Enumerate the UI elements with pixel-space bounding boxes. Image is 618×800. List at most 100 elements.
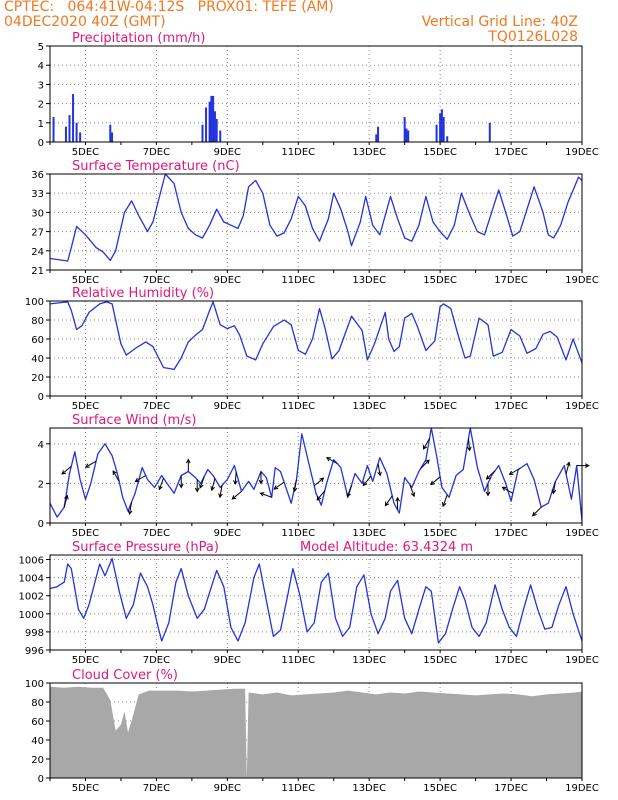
precipitation-bar: [79, 132, 82, 142]
cloud-ytick-label: 0: [38, 774, 44, 785]
wind-ytick-label: 0: [38, 519, 44, 530]
precipitation-xtick-label: 17DEC: [494, 147, 528, 158]
wind-arrow: [199, 476, 205, 488]
temperature-ytick-label: 27: [31, 228, 44, 239]
cloud-ytick-label: 60: [31, 717, 44, 728]
wind-xtick-label: 13DEC: [352, 528, 386, 539]
wind-arrow-head: [199, 483, 204, 489]
humidity-xtick-label: 11DEC: [281, 401, 315, 412]
wind-arrow: [552, 481, 556, 494]
precipitation-ytick-label: 0: [38, 138, 44, 149]
precipitation-bar: [64, 126, 67, 142]
wind-arrow-head: [531, 511, 537, 517]
pressure-ytick-label: 1006: [19, 556, 44, 567]
precipitation-bar: [440, 109, 443, 142]
pressure-line: [49, 557, 583, 644]
cloud-xtick-label: 17DEC: [494, 783, 528, 794]
wind-arrow: [211, 478, 216, 491]
wind-arrow-head: [218, 493, 223, 499]
wind-arrow: [565, 462, 570, 475]
cloud-xtick-label: 7DEC: [143, 783, 170, 794]
wind-arrow-head: [194, 487, 200, 493]
header-grid-line-note: Vertical Grid Line: 40Z: [421, 14, 578, 30]
precipitation-ytick-label: 2: [38, 100, 44, 111]
temperature-ytick-label: 24: [31, 247, 44, 258]
cloud-frame: [49, 682, 583, 779]
humidity-frame: [49, 300, 583, 397]
wind-arrow-head: [112, 470, 117, 476]
temperature-frame: [49, 173, 583, 271]
precipitation-ytick-label: 4: [38, 61, 44, 72]
wind-line: [49, 427, 583, 522]
precipitation-xtick-label: 7DEC: [143, 147, 170, 158]
wind-arrow-head: [127, 510, 133, 516]
wind-frame: [49, 427, 583, 524]
wind-arrow-head: [425, 459, 430, 465]
precipitation-bar: [111, 132, 114, 142]
precipitation-title: Precipitation (mm/h): [72, 31, 205, 46]
precipitation-xtick-label: 9DEC: [214, 147, 241, 158]
header-station-line: CPTEC: 064:41W-04:12S PROX01: TEFE (AM): [4, 0, 334, 15]
wind-arrow: [232, 490, 242, 500]
temperature-panel: 21 24 27 30 33 36 5DEC 7DEC 9DEC 11DEC 13DEC 15DEC 1…: [31, 159, 599, 286]
wind-xtick-label: 9DEC: [214, 528, 241, 539]
wind-arrow-head: [319, 477, 325, 483]
wind-arrow: [219, 485, 223, 498]
wind-arrow: [135, 475, 147, 482]
pressure-title: Surface Pressure (hPa): [72, 540, 219, 555]
pressure-ytick-label: 998: [25, 628, 44, 639]
wind-arrow: [377, 463, 381, 476]
pressure-ytick-label: 1004: [19, 574, 44, 585]
humidity-xtick-label: 15DEC: [423, 401, 457, 412]
temperature-xtick-label: 13DEC: [352, 275, 386, 286]
wind-xtick-label: 19DEC: [565, 528, 599, 539]
wind-arrow: [61, 465, 72, 475]
wind-xtick-label: 7DEC: [143, 528, 170, 539]
precipitation-ytick-label: 1: [38, 119, 44, 130]
humidity-ytick-label: 0: [38, 392, 44, 403]
precipitation-ytick-label: 3: [38, 80, 44, 91]
wind-arrow: [293, 479, 297, 492]
wind-arrow: [362, 475, 372, 486]
header-date-line: 04DEC2020 40Z (GMT): [4, 14, 166, 30]
wind-arrow: [430, 476, 441, 485]
humidity-xtick-label: 19DEC: [565, 401, 599, 412]
temperature-ytick-label: 21: [31, 266, 44, 277]
temperature-xtick-label: 5DEC: [72, 275, 99, 286]
wind-ytick-label: 2: [38, 479, 44, 490]
wind-arrow-head: [292, 487, 298, 493]
wind-arrow-head: [134, 477, 140, 483]
cloud-xtick-label: 5DEC: [72, 783, 99, 794]
temperature-xtick-label: 7DEC: [143, 275, 170, 286]
wind-arrow-head: [84, 463, 90, 468]
precipitation-xtick-label: 11DEC: [281, 147, 315, 158]
precipitation-bar: [109, 124, 112, 142]
precipitation-bar: [403, 117, 406, 142]
wind-arrow-head: [566, 461, 571, 467]
wind-arrow-head: [442, 502, 447, 508]
wind-arrow: [420, 459, 430, 469]
cloud-xtick-label: 11DEC: [281, 783, 315, 794]
pressure-xtick-label: 15DEC: [423, 655, 457, 666]
temperature-ytick-label: 30: [31, 208, 44, 219]
wind-arrow-head: [551, 489, 557, 495]
precipitation-bar: [488, 122, 491, 142]
wind-arrow-head: [501, 486, 507, 491]
cloud-ytick-label: 100: [25, 679, 44, 690]
precipitation-xtick-label: 15DEC: [423, 147, 457, 158]
pressure-xtick-label: 7DEC: [143, 655, 170, 666]
wind-arrow: [128, 502, 133, 515]
wind-arrow-head: [273, 485, 279, 490]
precipitation-bar: [442, 117, 445, 142]
cloud-title: Cloud Cover (%): [72, 668, 178, 683]
precipitation-bar: [213, 111, 216, 142]
precipitation-bar: [201, 124, 204, 142]
wind-arrow: [85, 460, 97, 468]
wind-arrow: [63, 495, 68, 508]
cloud-xtick-label: 19DEC: [565, 783, 599, 794]
pressure-xtick-label: 5DEC: [72, 655, 99, 666]
precipitation-panel: 0 1 2 3 4 5 5DEC 7DEC 9DEC 11DEC 13DEC 15DEC 17DEC 19…: [38, 31, 599, 158]
wind-xtick-label: 17DEC: [494, 528, 528, 539]
humidity-xtick-label: 9DEC: [214, 401, 241, 412]
